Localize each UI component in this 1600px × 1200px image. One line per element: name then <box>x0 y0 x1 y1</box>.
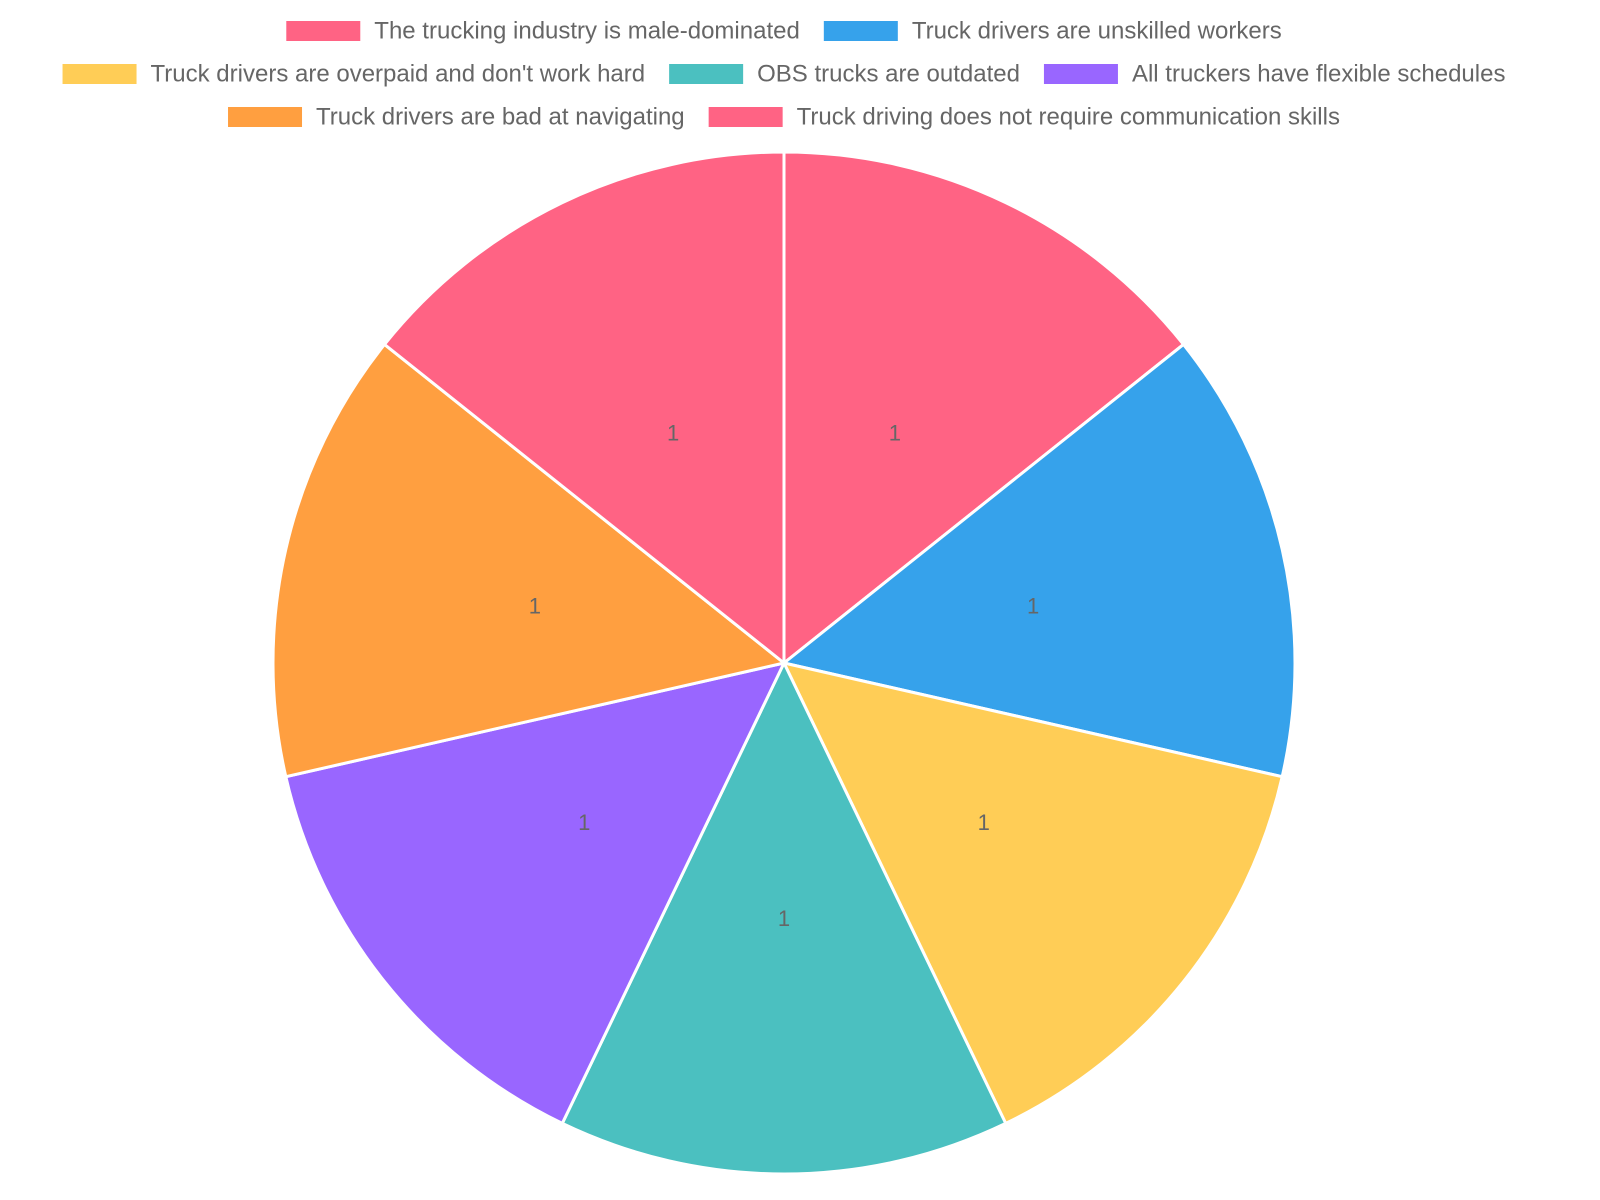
legend-swatch <box>62 64 137 84</box>
pie-slice[interactable] <box>780 342 1297 779</box>
slice-value-label: 1 <box>778 906 790 931</box>
legend-label: Truck drivers are unskilled workers <box>912 18 1282 45</box>
legend-item[interactable]: Truck drivers are unskilled workers <box>823 18 1282 45</box>
legend-item[interactable]: Truck drivers are overpaid and don't wor… <box>62 61 646 88</box>
legend-label: Truck drivers are overpaid and don't wor… <box>151 61 646 88</box>
legend-swatch <box>1043 64 1118 84</box>
legend-item[interactable]: The trucking industry is male-dominated <box>286 18 800 45</box>
legend-item[interactable]: All truckers have flexible schedules <box>1043 61 1506 88</box>
legend-item[interactable]: Truck driving does not require communica… <box>708 104 1340 131</box>
legend-label: Truck driving does not require communica… <box>797 104 1340 131</box>
pie-slice[interactable] <box>560 659 1008 1176</box>
slice-value-label: 1 <box>889 420 901 445</box>
legend-swatch <box>286 21 361 41</box>
slice-value-label: 1 <box>529 594 541 619</box>
legend-label: Truck drivers are bad at navigating <box>316 104 685 131</box>
legend-swatch <box>708 107 783 127</box>
legend-item[interactable]: Truck drivers are bad at navigating <box>228 104 685 131</box>
legend-swatch <box>669 64 744 84</box>
pie-slice[interactable] <box>382 150 786 667</box>
pie-slice[interactable] <box>284 660 787 1126</box>
legend-swatch <box>823 21 898 41</box>
slice-value-label: 1 <box>667 420 679 445</box>
legend: The trucking industry is male-dominated T… <box>62 18 1506 131</box>
slice-value-label: 1 <box>978 810 990 835</box>
pie-slice[interactable] <box>782 150 1186 667</box>
pie-slice[interactable] <box>271 342 788 779</box>
legend-label: All truckers have flexible schedules <box>1132 61 1506 88</box>
legend-label: OBS trucks are outdated <box>757 61 1020 88</box>
slice-value-label: 1 <box>578 810 590 835</box>
data-labels: 1 1 1 1 1 1 1 <box>529 420 1039 931</box>
legend-label: The trucking industry is male-dominated <box>374 18 800 45</box>
legend-swatch <box>228 107 303 127</box>
pie-slice[interactable] <box>781 660 1284 1126</box>
legend-item[interactable]: OBS trucks are outdated <box>669 61 1020 88</box>
pie-slices <box>271 150 1297 1176</box>
slice-value-label: 1 <box>1027 594 1039 619</box>
